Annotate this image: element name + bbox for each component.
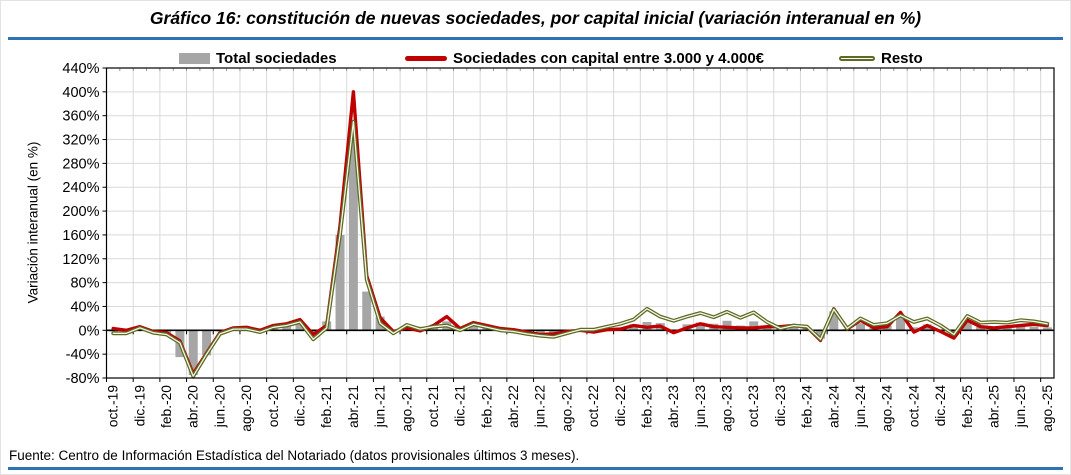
- svg-text:dic.-23: dic.-23: [773, 385, 788, 427]
- bar-swatch-icon: [179, 52, 210, 64]
- svg-text:-80%: -80%: [66, 371, 100, 387]
- svg-text:dic.-20: dic.-20: [293, 385, 308, 427]
- svg-text:80%: 80%: [70, 276, 99, 292]
- svg-text:oct.-20: oct.-20: [266, 385, 281, 428]
- y-axis-title: Variación interanual (en %): [25, 141, 41, 304]
- svg-text:abr.-24: abr.-24: [826, 385, 841, 428]
- legend-label-capital: Sociedades con capital entre 3.000 y 4.0…: [453, 49, 765, 67]
- svg-text:feb.-25: feb.-25: [960, 385, 975, 428]
- svg-text:abr.-22: abr.-22: [506, 385, 521, 428]
- title-divider: [8, 37, 1063, 40]
- olive-line-swatch-icon: [839, 55, 875, 61]
- legend-label-total: Total sociedades: [216, 49, 337, 67]
- svg-text:dic.-22: dic.-22: [613, 385, 628, 426]
- svg-text:oct.-24: oct.-24: [906, 385, 921, 428]
- svg-text:440%: 440%: [62, 61, 99, 77]
- svg-text:jun.-23: jun.-23: [693, 385, 708, 429]
- svg-text:dic.-24: dic.-24: [933, 385, 948, 427]
- svg-text:ago.-21: ago.-21: [399, 385, 414, 432]
- svg-text:0%: 0%: [79, 323, 100, 339]
- svg-text:120%: 120%: [62, 252, 99, 268]
- svg-text:jun.-22: jun.-22: [533, 385, 548, 428]
- legend-item-total: Total sociedades: [179, 49, 337, 67]
- svg-text:oct.-23: oct.-23: [746, 385, 761, 428]
- svg-text:360%: 360%: [62, 109, 99, 125]
- svg-text:abr.-20: abr.-20: [186, 385, 201, 428]
- source-note: Fuente: Centro de Información Estadístic…: [9, 448, 580, 463]
- legend-item-capital: Sociedades con capital entre 3.000 y 4.0…: [405, 49, 764, 67]
- svg-text:feb.-23: feb.-23: [639, 385, 654, 428]
- svg-text:320%: 320%: [62, 133, 99, 149]
- svg-text:abr.-23: abr.-23: [666, 385, 681, 428]
- svg-text:40%: 40%: [70, 299, 99, 315]
- svg-text:jun.-21: jun.-21: [373, 385, 388, 428]
- svg-text:oct.-19: oct.-19: [106, 385, 121, 428]
- svg-text:feb.-21: feb.-21: [319, 385, 334, 428]
- svg-text:feb.-20: feb.-20: [159, 385, 174, 428]
- svg-text:ago.-22: ago.-22: [559, 385, 574, 432]
- svg-text:ago.-23: ago.-23: [720, 385, 735, 432]
- svg-text:240%: 240%: [62, 180, 99, 196]
- svg-text:160%: 160%: [62, 228, 99, 244]
- bottom-divider: [8, 467, 1063, 470]
- svg-text:feb.-24: feb.-24: [800, 385, 815, 428]
- svg-text:jun.-20: jun.-20: [212, 385, 227, 429]
- svg-text:oct.-21: oct.-21: [426, 385, 441, 427]
- svg-text:ago.-24: ago.-24: [880, 385, 895, 432]
- svg-text:abr.-21: abr.-21: [346, 385, 361, 428]
- chart-title: Gráfico 16: constitución de nuevas socie…: [149, 8, 922, 28]
- legend-label-resto: Resto: [881, 49, 923, 67]
- svg-text:200%: 200%: [62, 204, 99, 220]
- svg-text:-40%: -40%: [66, 347, 100, 363]
- svg-text:280%: 280%: [62, 156, 99, 172]
- svg-text:400%: 400%: [62, 85, 99, 101]
- svg-text:ago.-20: ago.-20: [239, 385, 254, 432]
- svg-text:ago.-25: ago.-25: [1040, 385, 1055, 432]
- svg-text:feb.-22: feb.-22: [479, 385, 494, 428]
- svg-text:jun.-24: jun.-24: [853, 385, 868, 429]
- svg-text:jun.-25: jun.-25: [1013, 385, 1028, 429]
- svg-text:abr.-25: abr.-25: [986, 385, 1001, 428]
- svg-text:dic.-19: dic.-19: [132, 385, 147, 427]
- legend-item-resto: Resto: [839, 49, 923, 67]
- svg-text:dic.-21: dic.-21: [453, 385, 468, 426]
- svg-text:oct.-22: oct.-22: [586, 385, 601, 427]
- red-line-swatch-icon: [405, 55, 447, 61]
